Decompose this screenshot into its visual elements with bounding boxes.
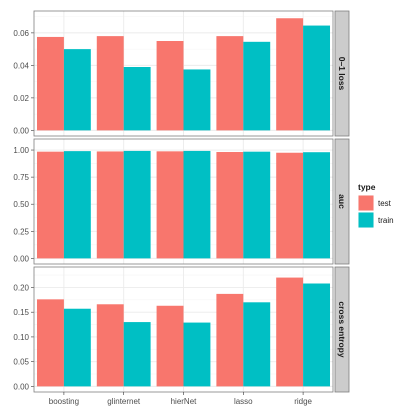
bar-test-hierNet	[156, 151, 184, 259]
facet-strip	[334, 266, 350, 393]
bar-test-boosting	[36, 151, 64, 259]
bar-test-ridge	[276, 18, 304, 131]
facet-strip	[334, 138, 350, 265]
y-tick-label: 0.05	[13, 358, 29, 367]
bar-train-ridge	[303, 283, 331, 387]
y-tick-label: 0.02	[13, 94, 29, 103]
bar-test-ridge	[276, 152, 304, 259]
bar-train-lasso	[243, 302, 271, 387]
facet-panel-0: 0.00 0.02 0.04 0.06 0–1 loss	[13, 10, 350, 137]
y-tick-label: 0.04	[13, 61, 29, 70]
bar-test-ridge	[276, 277, 304, 387]
facet-strip-label: auc	[337, 194, 347, 209]
bar-train-ridge	[303, 25, 331, 131]
y-tick-label: 0.00	[13, 254, 29, 263]
y-tick-label: 0.00	[13, 126, 29, 135]
legend-swatch-test	[358, 195, 374, 211]
bar-train-boosting	[63, 308, 91, 387]
bar-test-glinternet	[96, 304, 124, 387]
bar-train-hierNet	[183, 322, 211, 387]
facet-strip	[334, 10, 350, 137]
bar-train-glinternet	[123, 67, 151, 131]
legend-label-test: test	[378, 199, 392, 208]
x-tick-label: ridge	[294, 397, 312, 406]
bar-test-lasso	[216, 151, 244, 259]
bar-test-boosting	[36, 299, 64, 387]
facet-strip-label: cross entropy	[337, 301, 347, 357]
bar-train-ridge	[303, 152, 331, 259]
bar-train-glinternet	[123, 322, 151, 387]
y-tick-label: 1.00	[13, 146, 29, 155]
panel-border	[33, 138, 334, 265]
x-tick-label: hierNet	[171, 397, 198, 406]
legend-swatch-train	[358, 212, 374, 228]
bar-train-lasso	[243, 41, 271, 131]
bar-train-hierNet	[183, 150, 211, 259]
bar-test-boosting	[36, 36, 64, 131]
x-tick-label: glinternet	[107, 397, 141, 406]
x-tick-label: lasso	[234, 397, 253, 406]
facet-panel-1: 0.00 0.25 0.50 0.75 1.00 auc	[13, 138, 350, 265]
x-tick-label: boosting	[49, 397, 79, 406]
y-tick-label: 0.06	[13, 29, 29, 38]
bar-train-lasso	[243, 151, 271, 259]
bar-train-boosting	[63, 49, 91, 131]
y-tick-label: 0.20	[13, 283, 29, 292]
bar-test-hierNet	[156, 305, 184, 387]
bar-test-hierNet	[156, 41, 184, 131]
bar-test-lasso	[216, 36, 244, 131]
y-tick-label: 0.75	[13, 173, 29, 182]
facet-strip-label: 0–1 loss	[337, 57, 347, 91]
bar-train-boosting	[63, 151, 91, 259]
legend-label-train: train	[378, 216, 394, 225]
bar-test-glinternet	[96, 36, 124, 131]
y-tick-label: 0.10	[13, 333, 29, 342]
y-tick-label: 0.00	[13, 382, 29, 391]
bar-train-glinternet	[123, 150, 151, 259]
facet-panel-2: 0.00 0.05 0.10 0.15 0.20 cross entropy	[13, 266, 350, 393]
y-tick-label: 0.50	[13, 200, 29, 209]
bar-train-hierNet	[183, 69, 211, 131]
bar-test-glinternet	[96, 151, 124, 259]
bar-test-lasso	[216, 293, 244, 387]
legend-title: type	[358, 182, 376, 192]
y-tick-label: 0.25	[13, 227, 29, 236]
panel-border	[33, 10, 334, 137]
y-tick-label: 0.15	[13, 308, 29, 317]
